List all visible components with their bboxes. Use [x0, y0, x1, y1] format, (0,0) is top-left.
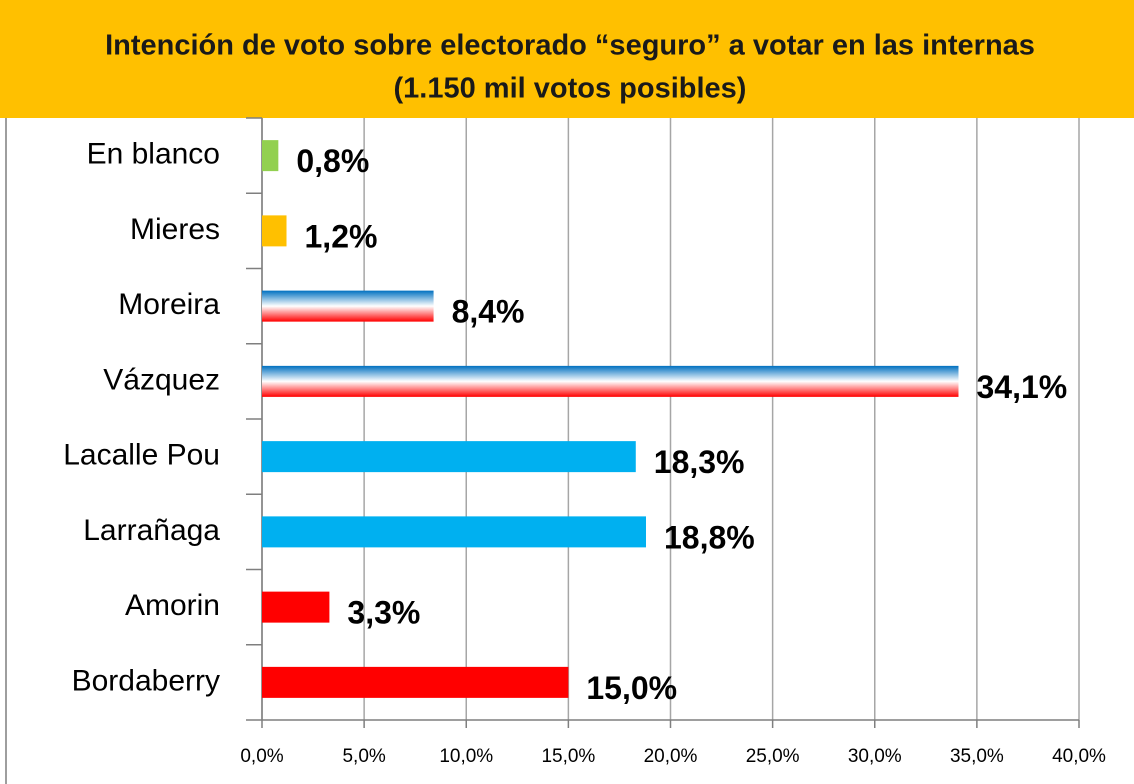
- y-tick-label: Bordaberry: [72, 664, 220, 697]
- bar: [262, 365, 959, 397]
- bar: [262, 140, 279, 172]
- bar: [262, 215, 287, 247]
- value-label: 18,3%: [654, 444, 745, 480]
- bar: [262, 290, 434, 322]
- y-tick-label: Lacalle Pou: [63, 439, 220, 472]
- bar: [262, 666, 569, 698]
- y-tick-label: En blanco: [87, 138, 220, 171]
- y-tick-label: Moreira: [118, 288, 220, 321]
- x-tick-label: 5,0%: [342, 746, 385, 767]
- chart-title: Intención de voto sobre electorado “segu…: [105, 30, 1035, 62]
- x-tick-label: 30,0%: [848, 746, 902, 767]
- value-label: 18,8%: [664, 519, 755, 555]
- title-banner: [0, 0, 1134, 118]
- value-label: 15,0%: [586, 670, 677, 706]
- x-tick-label: 25,0%: [746, 746, 800, 767]
- x-tick-label: 15,0%: [541, 746, 595, 767]
- value-label: 0,8%: [296, 143, 369, 179]
- x-tick-label: 40,0%: [1052, 746, 1106, 767]
- bar: [262, 516, 646, 548]
- value-label: 34,1%: [976, 369, 1067, 405]
- x-tick-label: 20,0%: [644, 746, 698, 767]
- x-tick-label: 0,0%: [240, 746, 283, 767]
- y-tick-label: Mieres: [130, 213, 220, 246]
- bar: [262, 591, 330, 623]
- value-label: 3,3%: [347, 595, 420, 631]
- bar: [262, 441, 636, 473]
- y-tick-label: Larrañaga: [83, 514, 220, 547]
- value-label: 1,2%: [305, 218, 378, 254]
- value-label: 8,4%: [452, 294, 525, 330]
- y-tick-label: Vázquez: [103, 363, 220, 396]
- x-tick-label: 35,0%: [950, 746, 1004, 767]
- y-tick-label: Amorin: [125, 589, 220, 622]
- x-tick-label: 10,0%: [439, 746, 493, 767]
- chart-subtitle: (1.150 mil votos posibles): [394, 73, 747, 105]
